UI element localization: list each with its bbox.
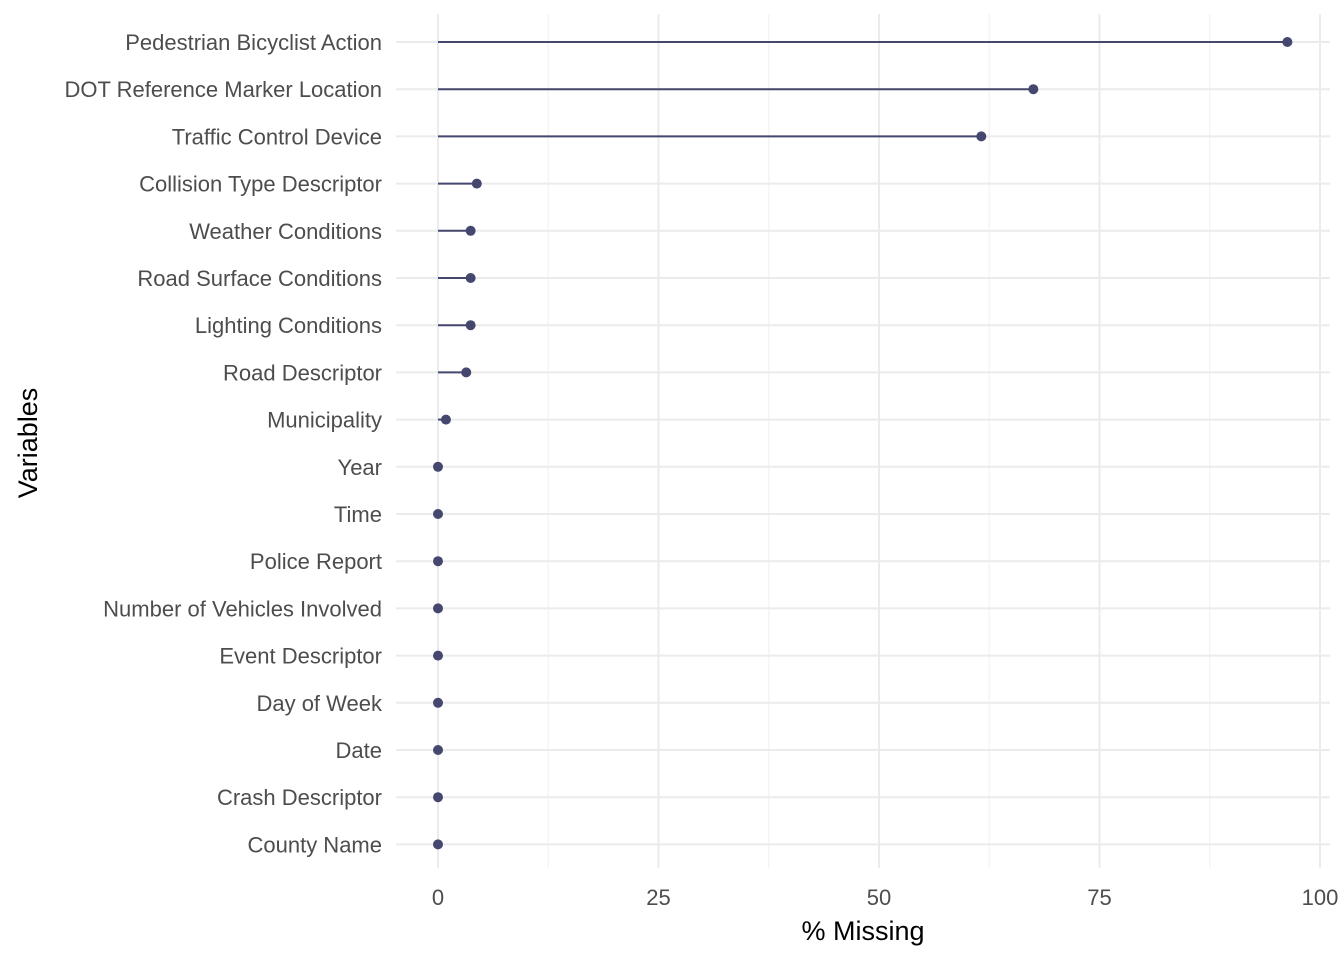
lollipop-point: [433, 556, 443, 567]
y-tick-label: Weather Conditions: [189, 219, 382, 244]
lollipop-point: [433, 839, 443, 850]
y-tick-label: Date: [336, 738, 382, 763]
x-tick-label: 0: [432, 885, 444, 910]
y-tick-label: Day of Week: [256, 691, 383, 716]
y-tick-label: Municipality: [267, 408, 382, 433]
lollipop-point: [1282, 37, 1293, 47]
y-tick-label: Pedestrian Bicyclist Action: [125, 30, 382, 55]
lollipop-point: [433, 650, 443, 661]
grid-layer: [396, 14, 1330, 868]
lollipop-point: [433, 792, 443, 803]
lollipop-point: [465, 320, 476, 331]
y-tick-label: Traffic Control Device: [172, 124, 382, 149]
y-tick-label: Crash Descriptor: [217, 785, 382, 810]
lollipop-point: [440, 414, 451, 425]
y-tick-label: DOT Reference Marker Location: [64, 77, 382, 102]
marks-layer: [433, 37, 1293, 850]
x-axis-title: % Missing: [801, 916, 924, 946]
y-tick-label: Event Descriptor: [219, 644, 382, 669]
lollipop-point: [433, 745, 443, 755]
lollipop-point: [1028, 84, 1039, 95]
y-axis-title: Variables: [13, 388, 43, 499]
y-tick-label: Road Descriptor: [223, 360, 382, 385]
y-tick-label: Collision Type Descriptor: [139, 172, 382, 197]
lollipop-point: [471, 178, 482, 189]
x-tick-labels: 0 25 50 75 100: [432, 885, 1338, 910]
lollipop-point: [465, 225, 476, 236]
lollipop-point: [433, 603, 443, 614]
lollipop-point: [465, 273, 476, 283]
lollipop-point: [433, 697, 443, 708]
x-tick-label: 100: [1302, 885, 1339, 910]
y-tick-label: Number of Vehicles Involved: [103, 596, 382, 621]
y-tick-label: Police Report: [250, 549, 382, 574]
lollipop-point: [976, 131, 987, 142]
lollipop-point: [461, 367, 472, 378]
x-tick-label: 25: [646, 885, 670, 910]
lollipop-point: [433, 509, 443, 519]
lollipop-point: [433, 461, 443, 472]
y-tick-label: County Name: [247, 832, 382, 857]
y-tick-label: Time: [334, 502, 382, 527]
x-tick-label: 75: [1087, 885, 1111, 910]
y-tick-label: Year: [338, 455, 382, 480]
x-tick-label: 50: [867, 885, 891, 910]
y-tick-label: Road Surface Conditions: [137, 266, 382, 291]
y-tick-label: Lighting Conditions: [195, 313, 382, 338]
y-tick-labels: Pedestrian Bicyclist Action DOT Reference…: [64, 30, 383, 857]
